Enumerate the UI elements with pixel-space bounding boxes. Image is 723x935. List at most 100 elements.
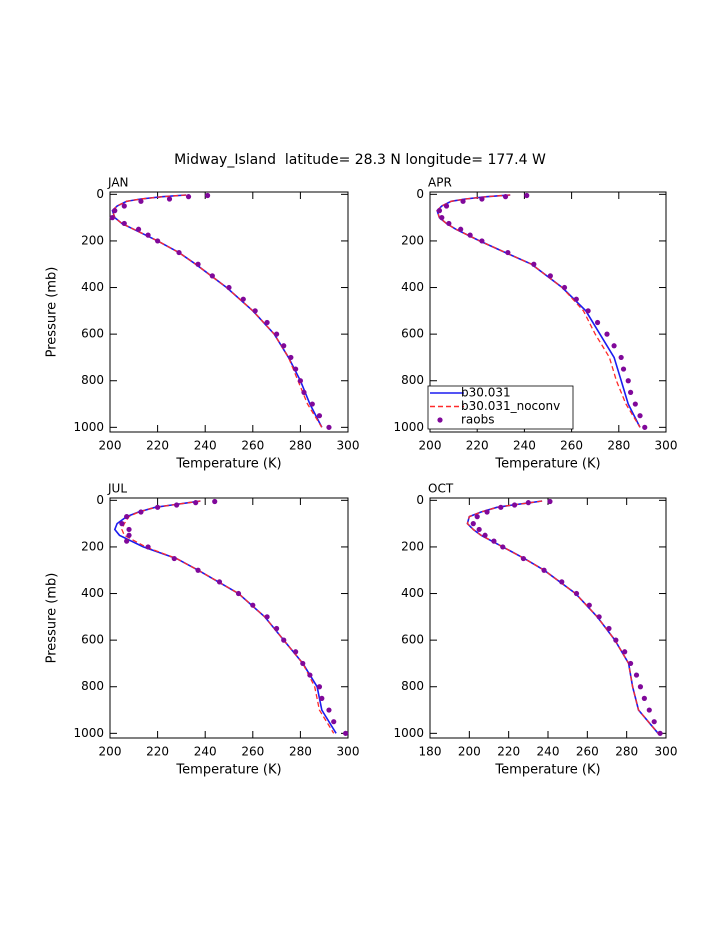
x-tick-label: 220 bbox=[146, 439, 169, 453]
raob-point bbox=[319, 695, 325, 701]
raob-point bbox=[316, 413, 323, 419]
raob-point bbox=[443, 203, 450, 209]
raob-point bbox=[235, 590, 242, 597]
raob-point bbox=[155, 504, 161, 510]
raob-point bbox=[174, 502, 180, 508]
y-tick-label: 800 bbox=[81, 373, 104, 387]
x-tick-label: 240 bbox=[513, 439, 536, 453]
y-tick-label: 1000 bbox=[393, 420, 424, 434]
y-tick-label: 0 bbox=[416, 493, 424, 507]
y-tick-label: 0 bbox=[96, 493, 104, 507]
raob-point bbox=[293, 649, 299, 655]
legend-label: b30.031 bbox=[461, 386, 511, 400]
raob-point bbox=[460, 198, 466, 204]
raob-point bbox=[288, 354, 294, 361]
raob-point bbox=[121, 220, 127, 227]
raob-point bbox=[119, 521, 125, 527]
plot-frame bbox=[109, 191, 349, 433]
profile-line bbox=[111, 194, 323, 428]
raob-point bbox=[651, 719, 657, 725]
raob-point bbox=[316, 684, 323, 690]
raob-point bbox=[138, 198, 144, 204]
raob-point bbox=[301, 389, 307, 395]
raob-point bbox=[561, 284, 568, 291]
x-tick-label: 280 bbox=[289, 439, 312, 453]
raob-point bbox=[547, 498, 553, 505]
y-tick-label: 1000 bbox=[73, 726, 104, 740]
raob-point bbox=[112, 208, 118, 214]
x-tick-label: 200 bbox=[99, 439, 122, 453]
raob-point bbox=[264, 319, 270, 326]
raob-point bbox=[145, 232, 151, 238]
raob-point bbox=[300, 660, 306, 667]
raob-point bbox=[212, 498, 218, 505]
x-tick-label: 240 bbox=[537, 745, 560, 759]
raob-point bbox=[155, 238, 161, 244]
raob-point bbox=[657, 730, 663, 736]
raob-point bbox=[482, 532, 488, 538]
raob-point bbox=[476, 526, 482, 533]
x-tick-label: 280 bbox=[289, 745, 312, 759]
y-tick-label: 600 bbox=[401, 633, 424, 647]
panel-title: JUL bbox=[107, 482, 127, 496]
raob-point bbox=[281, 343, 287, 349]
raob-point bbox=[628, 660, 634, 667]
raob-point bbox=[585, 308, 591, 314]
raob-point bbox=[505, 249, 511, 256]
panel-title: APR bbox=[428, 176, 452, 190]
y-tick-label: 600 bbox=[81, 633, 104, 647]
raob-point bbox=[524, 192, 530, 199]
raob-point bbox=[622, 649, 628, 655]
x-tick-label: 220 bbox=[146, 745, 169, 759]
raob-point bbox=[470, 521, 476, 527]
x-tick-label: 300 bbox=[337, 745, 360, 759]
raob-point bbox=[209, 273, 215, 279]
x-tick-label: 260 bbox=[560, 439, 583, 453]
raob-point bbox=[547, 273, 553, 279]
x-tick-label: 200 bbox=[419, 439, 442, 453]
raob-point bbox=[436, 208, 443, 214]
raob-point bbox=[637, 413, 643, 419]
legend-marker bbox=[437, 417, 443, 423]
raob-point bbox=[446, 220, 452, 227]
raob-point bbox=[458, 226, 464, 232]
x-tick-label: 220 bbox=[466, 439, 489, 453]
raob-point bbox=[531, 261, 537, 267]
figure-title: Midway_Island latitude= 28.3 N longitude… bbox=[174, 152, 546, 168]
raob-point bbox=[274, 625, 280, 632]
legend-label: raobs bbox=[461, 413, 495, 427]
plot-frame bbox=[429, 191, 667, 433]
x-tick-label: 260 bbox=[576, 745, 599, 759]
x-axis-label: Temperature (K) bbox=[175, 457, 281, 472]
raob-point bbox=[145, 544, 151, 550]
raob-point bbox=[498, 504, 504, 510]
raob-point bbox=[293, 366, 299, 372]
x-tick-label: 300 bbox=[337, 439, 360, 453]
raob-point bbox=[500, 544, 506, 550]
panel: OCT 180 200 220 240 260 280 300 0 200 400 600 800 100… bbox=[393, 482, 677, 778]
y-tick-label: 600 bbox=[81, 327, 104, 341]
raob-point bbox=[559, 579, 565, 585]
raob-point bbox=[193, 500, 199, 506]
x-tick-label: 280 bbox=[607, 439, 630, 453]
raob-point bbox=[135, 226, 142, 232]
raob-point bbox=[641, 695, 647, 701]
x-axis-label: Temperature (K) bbox=[494, 763, 600, 778]
raob-point bbox=[331, 719, 337, 725]
raob-point bbox=[252, 308, 258, 314]
raob-point bbox=[240, 296, 246, 302]
legend-label: b30.031_noconv bbox=[461, 399, 560, 413]
y-tick-label: 200 bbox=[401, 233, 424, 247]
raob-point bbox=[195, 261, 201, 267]
panel: JUL 200 220 240 260 280 300 0 200 400 600 800 1000 Te… bbox=[45, 482, 360, 778]
x-axis-label: Temperature (K) bbox=[175, 763, 281, 778]
y-tick-label: 800 bbox=[401, 679, 424, 693]
raob-point bbox=[586, 602, 592, 608]
y-tick-label: 800 bbox=[401, 373, 424, 387]
x-tick-label: 240 bbox=[194, 745, 217, 759]
raob-point bbox=[511, 502, 518, 508]
raob-point bbox=[606, 625, 612, 632]
raob-point bbox=[491, 538, 497, 544]
raob-point bbox=[628, 389, 634, 395]
y-tick-label: 0 bbox=[96, 187, 104, 201]
